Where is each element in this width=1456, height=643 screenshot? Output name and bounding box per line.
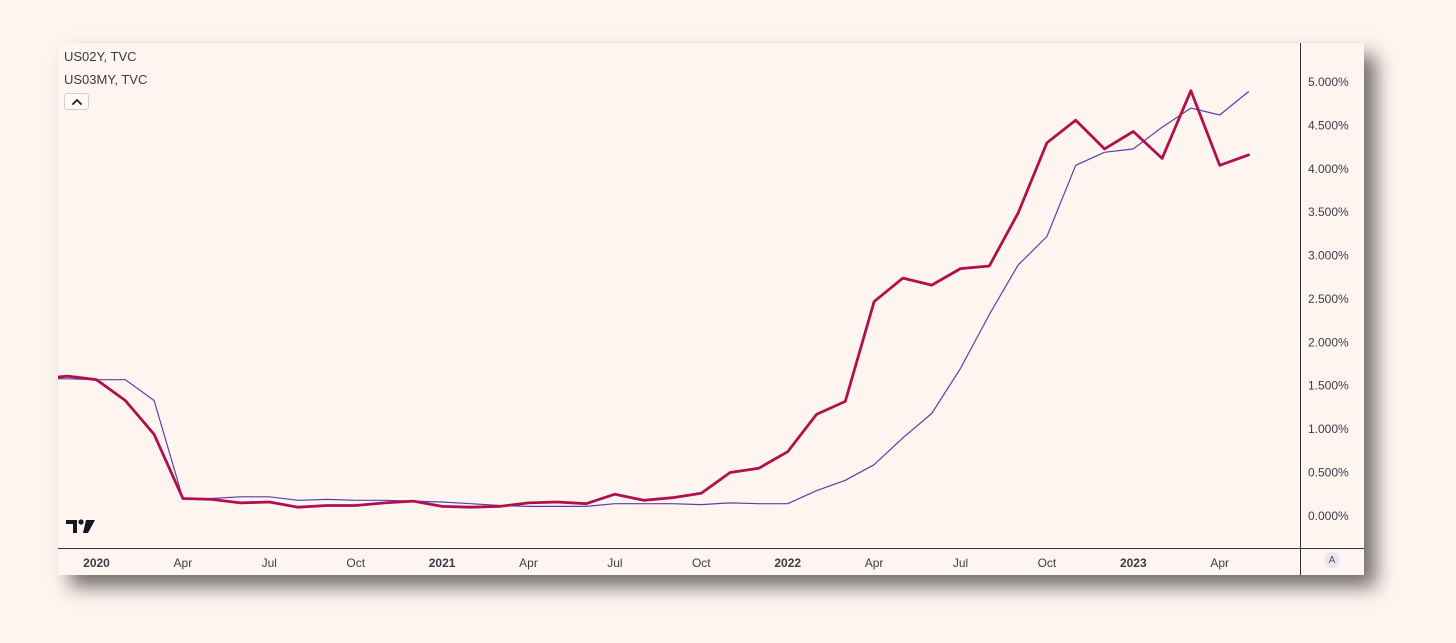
x-tick-month-label: Jul — [262, 556, 277, 570]
x-tick-month-label: Oct — [1038, 556, 1057, 570]
x-tick-month-label: Apr — [865, 556, 884, 570]
y-tick-label: 1.000% — [1308, 422, 1349, 436]
x-tick-month-label: Apr — [1210, 556, 1229, 570]
y-tick-label: 2.500% — [1308, 292, 1349, 306]
x-tick-month-label: Oct — [346, 556, 365, 570]
line-chart[interactable]: 0.000% 0.500% 1.000% 1.500% 2.000% 2.500% 3.00… — [58, 43, 1364, 575]
y-tick-label: 4.500% — [1308, 118, 1349, 132]
y-tick-label: 2.000% — [1308, 335, 1349, 349]
series-line-us02y[interactable] — [58, 90, 1250, 507]
tradingview-logo[interactable] — [66, 519, 96, 539]
chart-card: 0.000% 0.500% 1.000% 1.500% 2.000% 2.500% 3.00… — [58, 43, 1364, 575]
x-axis-ticks: 2020 Apr Jul Oct 2021 Apr Jul Oct 2022 Apr Jul Oct 2… — [83, 556, 1229, 570]
axes — [58, 43, 1364, 575]
legend-series-us03my[interactable]: US03MY, TVC — [64, 72, 148, 87]
x-tick-month-label: Jul — [953, 556, 968, 570]
y-tick-label: 1.500% — [1308, 379, 1349, 393]
y-tick-label: 4.000% — [1308, 162, 1349, 176]
auto-scale-button[interactable]: A — [1324, 552, 1340, 568]
x-tick-year-label: 2022 — [774, 556, 801, 570]
y-tick-label: 0.000% — [1308, 509, 1349, 523]
legend-collapse-button[interactable] — [64, 93, 89, 110]
series-lines — [58, 89, 1250, 509]
y-tick-label: 3.000% — [1308, 249, 1349, 263]
series-line-us03my[interactable] — [58, 89, 1250, 509]
y-axis-ticks: 0.000% 0.500% 1.000% 1.500% 2.000% 2.500% 3.00… — [1308, 75, 1349, 523]
chevron-up-icon — [71, 99, 82, 105]
y-tick-label: 0.500% — [1308, 466, 1349, 480]
x-tick-year-label: 2021 — [429, 556, 456, 570]
tradingview-logo-icon — [66, 519, 95, 533]
x-tick-month-label: Oct — [692, 556, 711, 570]
x-tick-year-label: 2020 — [83, 556, 110, 570]
x-tick-year-label: 2023 — [1120, 556, 1147, 570]
x-tick-month-label: Apr — [519, 556, 538, 570]
x-tick-month-label: Jul — [607, 556, 622, 570]
y-tick-label: 5.000% — [1308, 75, 1349, 89]
y-tick-label: 3.500% — [1308, 205, 1349, 219]
x-tick-month-label: Apr — [174, 556, 193, 570]
legend-series-us02y[interactable]: US02Y, TVC — [64, 49, 137, 64]
